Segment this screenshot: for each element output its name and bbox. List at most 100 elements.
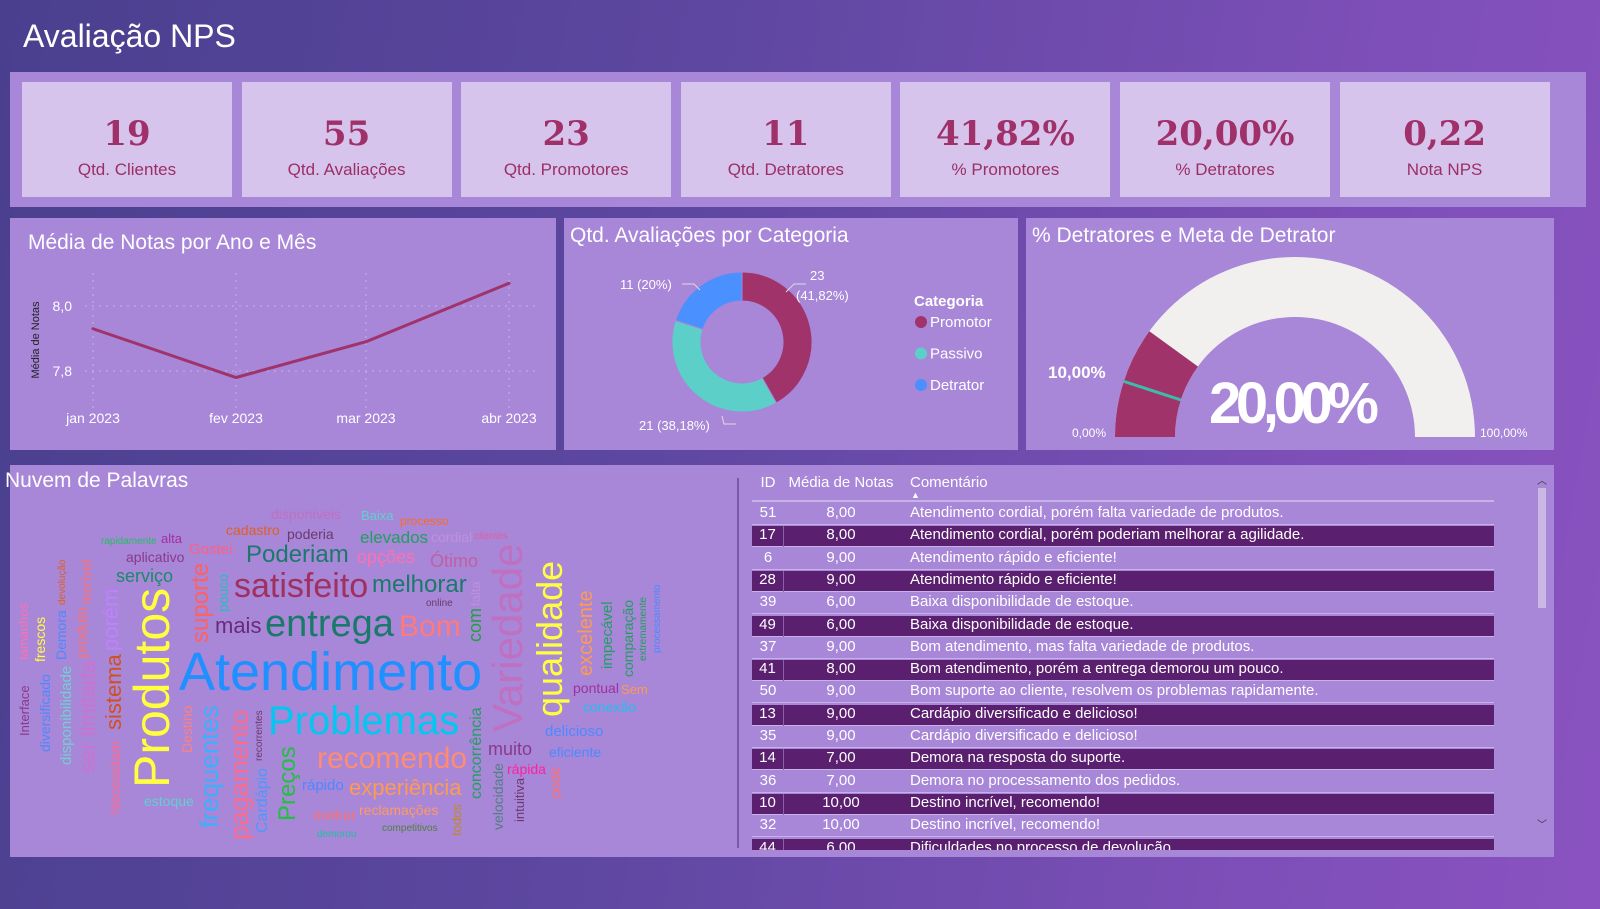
cloud-word[interactable]: Bom [399, 610, 461, 643]
legend-marker[interactable] [915, 316, 927, 328]
table-row[interactable]: 37 9,00 Bom atendimento, mas falta varieda… [752, 638, 1494, 659]
gauge-fill[interactable] [1115, 331, 1198, 437]
cloud-word[interactable]: rápida [507, 761, 546, 777]
cloud-word[interactable]: muito [488, 739, 533, 759]
sort-ascending-icon[interactable]: ▲ [911, 490, 920, 500]
cloud-word[interactable]: recomendo [317, 742, 468, 775]
cloud-word[interactable]: com [465, 607, 485, 642]
table-row[interactable]: 32 10,00 Destino incrível, recomendo! [752, 816, 1494, 838]
cloud-word[interactable]: Demora [53, 610, 69, 660]
table-row[interactable]: 6 9,00 Atendimento rápido e eficiente! [752, 549, 1494, 570]
cloud-word[interactable]: disponíveis [271, 506, 342, 522]
header-comentario[interactable]: Comentário [910, 474, 988, 491]
cloud-word[interactable]: clientes [474, 531, 508, 542]
table-row[interactable]: 10 10,00 Destino incrível, recomendo! [752, 793, 1494, 815]
cloud-word[interactable]: pontual [573, 680, 619, 696]
cloud-word[interactable]: qualidade [529, 560, 570, 717]
legend-marker[interactable] [915, 347, 927, 360]
cloud-word[interactable]: entrega [265, 603, 394, 645]
cloud-word[interactable]: Ótimo [430, 551, 479, 571]
cloud-word[interactable]: cadastro [226, 522, 280, 538]
cloud-word[interactable]: poderia [287, 526, 334, 542]
cloud-word[interactable]: Interface [17, 685, 32, 736]
table-row[interactable]: 44 6,00 Dificuldades no processo de devolu… [752, 838, 1494, 850]
cloud-word[interactable]: processo [400, 514, 449, 528]
table-row[interactable]: 41 8,00 Bom atendimento, porém a entrega d… [752, 660, 1494, 682]
table-row[interactable]: 50 9,00 Bom suporte ao cliente, resolvem o… [752, 682, 1494, 704]
table-row[interactable]: 36 7,00 Demora no processamento dos pedido… [752, 772, 1494, 793]
cloud-word[interactable]: Problemas [268, 699, 460, 743]
cloud-word[interactable]: Variedade [484, 543, 531, 732]
cloud-word[interactable]: porém [98, 588, 123, 651]
cloud-word[interactable]: Gostei [189, 541, 233, 558]
cloud-word[interactable]: suporte [187, 562, 214, 643]
table-row[interactable]: 39 6,00 Baixa disponibilidade de estoque. [752, 593, 1494, 615]
cloud-word[interactable]: eficiente [549, 744, 602, 760]
cloud-word[interactable]: processamento [652, 584, 663, 653]
cloud-word[interactable]: Necessitam [107, 740, 123, 814]
line-point[interactable] [507, 281, 511, 285]
cloud-word[interactable]: extremamente [638, 597, 649, 661]
cloud-word[interactable]: rápido [302, 777, 344, 794]
cloud-word[interactable]: sistema [101, 654, 126, 730]
cloud-word[interactable]: melhorar [372, 571, 467, 598]
cloud-word[interactable]: demorou [317, 829, 357, 840]
cloud-word[interactable]: intuitiva [512, 777, 527, 822]
gauge-target-marker[interactable] [1123, 379, 1182, 402]
header-media[interactable]: Média de Notas [788, 474, 894, 491]
cloud-word[interactable]: estoque [144, 793, 194, 809]
table-row[interactable]: 14 7,00 Demora na resposta do suporte. [752, 749, 1494, 771]
cloud-word[interactable]: reclamações [359, 802, 439, 818]
cloud-word[interactable]: excelente [575, 590, 597, 676]
header-id[interactable]: ID [760, 474, 776, 491]
legend-marker[interactable] [915, 379, 927, 391]
gauge-track[interactable] [1115, 257, 1475, 437]
scrollbar-thumb[interactable] [1538, 488, 1546, 608]
cloud-word[interactable]: Produtos [124, 587, 180, 788]
cloud-word[interactable]: incrível [78, 559, 94, 604]
cloud-word[interactable]: pode [547, 766, 563, 798]
table-scrollbar[interactable]: ︿ ﹀ [1535, 472, 1549, 834]
donut-slice-promotor[interactable] [741, 271, 813, 404]
cloud-word[interactable]: Destino [179, 705, 195, 753]
cloud-word[interactable]: alta [161, 531, 182, 546]
table-row[interactable]: 28 9,00 Atendimento rápido e eficiente! [752, 570, 1494, 592]
legend-item[interactable]: Detrator [930, 377, 984, 394]
cloud-word[interactable]: competitivos [382, 823, 438, 834]
legend-item[interactable]: Promotor [930, 314, 992, 331]
cloud-word[interactable]: Poderiam [246, 541, 349, 568]
cloud-word[interactable]: Baixa [361, 508, 394, 523]
cloud-word[interactable]: velocidade [490, 763, 506, 830]
cloud-word[interactable]: opções [357, 547, 416, 567]
cloud-word[interactable]: concorrência [468, 707, 485, 799]
cloud-word[interactable]: pouco [215, 573, 231, 612]
table-row[interactable]: 51 8,00 Atendimento cordial, porém falta v… [752, 504, 1494, 525]
cloud-word[interactable]: delicioso [545, 723, 604, 740]
cloud-word[interactable]: disponibilidade [58, 665, 75, 765]
scroll-down-icon[interactable]: ﹀ [1537, 820, 1547, 831]
cloud-word[interactable]: online [426, 598, 453, 609]
cloud-word[interactable]: frescos [32, 616, 48, 662]
line-point[interactable] [91, 327, 95, 331]
cloud-word[interactable]: pagamento [224, 709, 254, 840]
cloud-word[interactable]: satisfeito [234, 567, 369, 605]
cloud-word[interactable]: cordial [431, 529, 473, 545]
cloud-word[interactable]: produto [74, 607, 91, 658]
table-row[interactable]: 17 8,00 Atendimento cordial, porém poderia… [752, 526, 1494, 548]
legend-item[interactable]: Passivo [930, 346, 983, 363]
cloud-word[interactable]: tamanhos [16, 602, 31, 660]
cloud-word[interactable]: devolução [57, 559, 68, 605]
table-row[interactable]: 35 9,00 Cardápio diversificado e delicioso… [752, 727, 1494, 748]
cloud-word[interactable]: falta [468, 581, 483, 606]
cloud-word[interactable]: conexão [583, 699, 636, 715]
cloud-word[interactable]: Preços [274, 746, 301, 821]
scroll-up-icon[interactable]: ︿ [1537, 476, 1547, 487]
line-point[interactable] [364, 340, 368, 344]
cloud-word[interactable]: recorrentes [254, 710, 265, 761]
cloud-word[interactable]: todos [449, 804, 464, 836]
cloud-word[interactable]: melhor [313, 807, 356, 823]
cloud-word[interactable]: frequentes [194, 705, 224, 828]
line-series[interactable] [92, 281, 510, 380]
cloud-word[interactable]: Cardápio [254, 768, 271, 833]
cloud-word[interactable]: Atendimento [179, 642, 483, 702]
